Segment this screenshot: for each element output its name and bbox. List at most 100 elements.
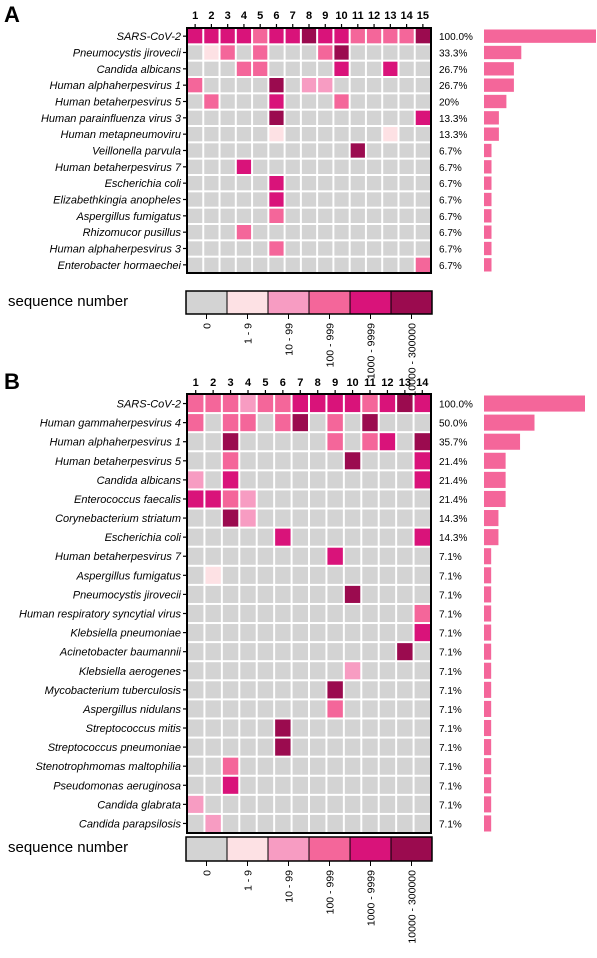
heatmap-cell	[257, 585, 274, 603]
heatmap-cell	[379, 814, 396, 832]
heatmap-cell	[292, 738, 308, 756]
heatmap-cell	[310, 719, 326, 737]
row-label: Streptococcus mitis	[86, 723, 182, 735]
heatmap-cell	[205, 547, 221, 565]
heatmap-cell	[292, 643, 308, 661]
heatmap-cell	[310, 566, 326, 584]
heatmap-cell	[236, 29, 252, 44]
heatmap-cell	[188, 490, 204, 508]
heatmap-cell	[220, 45, 235, 60]
heatmap-cell	[344, 547, 361, 565]
percent-label: 7.1%	[439, 800, 462, 811]
heatmap-cell	[204, 208, 219, 223]
heatmap-cell	[188, 257, 203, 272]
heatmap-cell	[220, 176, 235, 191]
percent-bar	[484, 452, 506, 469]
percent-label: 21.4%	[439, 457, 467, 468]
heatmap-cell	[414, 681, 430, 699]
heatmap-cell	[257, 624, 274, 642]
legend-tick-label: 10 - 99	[284, 870, 296, 903]
percent-bar	[484, 176, 492, 190]
heatmap-cell	[399, 143, 414, 158]
heatmap-cell	[310, 547, 326, 565]
heatmap-cell	[397, 814, 413, 832]
percent-label: 7.1%	[439, 571, 462, 582]
heatmap-cell	[362, 719, 378, 737]
heatmap-cell	[204, 29, 219, 44]
row-label: Human alphaherpesvirus 1	[50, 437, 181, 449]
heatmap-cell	[253, 127, 268, 142]
heatmap-cell	[383, 176, 398, 191]
heatmap-cell	[285, 127, 300, 142]
heatmap-cell	[310, 585, 326, 603]
legend-border	[185, 290, 433, 315]
legend-tick-label: 0	[202, 323, 214, 329]
heatmap-cell	[188, 566, 204, 584]
legend-swatch	[227, 837, 268, 861]
row-label: Candida albicans	[97, 475, 182, 487]
heatmap-cell	[292, 585, 308, 603]
heatmap-cell	[240, 700, 256, 718]
heatmap-cell	[310, 604, 326, 623]
percent-label: 21.4%	[439, 495, 467, 506]
heatmap-cell	[366, 45, 382, 60]
row-label: Elizabethkingia anopheles	[53, 195, 181, 207]
heatmap-cell	[397, 795, 413, 813]
heatmap-cell	[383, 110, 398, 125]
panel-label-a: A	[4, 2, 20, 27]
heatmap-cell	[275, 795, 291, 813]
column-label: 9	[332, 377, 338, 389]
heatmap-cell	[222, 566, 239, 584]
heatmap-cell	[334, 143, 349, 158]
heatmap-cell	[285, 29, 300, 44]
heatmap-cell	[310, 395, 326, 413]
heatmap-cell	[205, 795, 221, 813]
heatmap-cell	[362, 776, 378, 794]
heatmap-cell	[379, 566, 396, 584]
heatmap-cell	[318, 208, 333, 223]
heatmap-cell	[414, 738, 430, 756]
percent-bar	[484, 510, 499, 527]
percent-bar	[484, 127, 499, 141]
heatmap-cell	[414, 795, 430, 813]
heatmap-cell	[275, 471, 291, 489]
heatmap-cell	[415, 61, 430, 76]
heatmap-cell	[399, 208, 414, 223]
heatmap-cell	[414, 528, 430, 546]
heatmap-cell	[269, 143, 284, 158]
heatmap-cell	[414, 471, 430, 489]
column-label: 11	[352, 10, 364, 22]
percent-label: 7.1%	[439, 762, 462, 773]
heatmap-cell	[269, 257, 284, 272]
heatmap-cell	[399, 127, 414, 142]
heatmap-cell	[222, 547, 239, 565]
percent-label: 21.4%	[439, 476, 467, 487]
percent-label: 100.0%	[439, 32, 473, 43]
percent-bar	[484, 395, 585, 412]
heatmap-cell	[205, 624, 221, 642]
row-label: SARS-CoV-2	[117, 31, 181, 43]
heatmap-cell	[253, 61, 268, 76]
heatmap-cell	[188, 452, 204, 470]
heatmap-cell	[310, 414, 326, 432]
heatmap-cell	[310, 700, 326, 718]
heatmap-cell	[415, 257, 430, 272]
heatmap-cell	[269, 94, 284, 109]
heatmap-cell	[204, 225, 219, 240]
heatmap-cell	[275, 681, 291, 699]
heatmap-cell	[366, 176, 382, 191]
heatmap-cell	[204, 257, 219, 272]
heatmap-cell	[414, 547, 430, 565]
row-label: Human respiratory syncytial virus	[19, 609, 181, 621]
heatmap-cell	[327, 585, 343, 603]
heatmap-cell	[366, 143, 382, 158]
heatmap-cell	[344, 738, 361, 756]
heatmap-cell	[292, 814, 308, 832]
heatmap-cell	[379, 604, 396, 623]
heatmap-cell	[301, 94, 317, 109]
heatmap-cell	[236, 61, 252, 76]
column-label: 3	[228, 377, 234, 389]
legend-tick-label: 100 - 999	[325, 870, 337, 915]
heatmap-cell	[205, 566, 221, 584]
